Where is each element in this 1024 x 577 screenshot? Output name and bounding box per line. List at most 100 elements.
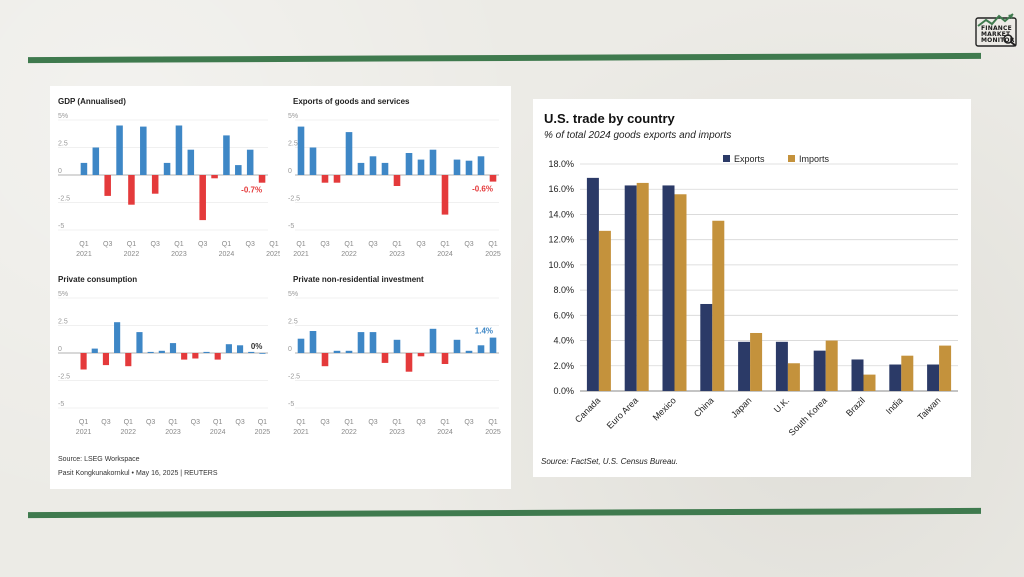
bar [477, 345, 485, 353]
legend-swatch [788, 155, 795, 162]
bar-imports [712, 220, 725, 391]
bar-exports [813, 350, 826, 391]
y-tick-label: -2.5 [58, 374, 70, 381]
y-tick-label: 0 [58, 346, 62, 353]
bar [175, 125, 183, 175]
legend-label: Exports [734, 154, 765, 164]
x-year-label: 2023 [165, 429, 181, 436]
x-year-label: 2023 [389, 251, 405, 258]
bar [417, 159, 425, 175]
exports-chart: 5% 2.5 0 -2.5 -5 -0.6% Q1 Q3 Q1 Q3 Q1 Q3 Q1 Q3 Q1 2021 2… [288, 113, 501, 258]
mini-chart-title: Private non-residential investment [293, 275, 424, 284]
bar [114, 322, 121, 353]
bar [429, 149, 437, 175]
y-tick-label: 4.0% [553, 336, 574, 346]
bar [116, 125, 123, 175]
x-tick-label: China [692, 395, 716, 419]
bar [489, 337, 497, 353]
x-tick-label: Taiwan [916, 395, 943, 422]
bar-imports [750, 332, 763, 391]
bar [102, 353, 110, 366]
bar [181, 353, 188, 360]
x-tick-label: Q1 [79, 419, 88, 426]
bar [489, 175, 497, 182]
y-tick-label: 2.5 [288, 319, 298, 326]
bar [393, 339, 401, 353]
bar [369, 156, 377, 175]
x-tick-label: Q1 [269, 241, 278, 248]
logo-line-2: MARKET [981, 31, 1011, 38]
x-tick-label: Q1 [296, 241, 305, 248]
x-tick-label: Q3 [464, 419, 473, 426]
bar [441, 175, 449, 215]
x-tick-label: Q1 [168, 419, 177, 426]
x-year-label: 2025 [485, 429, 501, 436]
x-tick-label: Q3 [103, 241, 112, 248]
y-tick-label: 16.0% [548, 184, 574, 194]
bar-exports [889, 364, 902, 391]
bar [136, 332, 143, 353]
mini-chart-title: GDP (Annualised) [58, 97, 126, 106]
x-year-label: 2025 [266, 251, 280, 258]
bar-exports [738, 341, 751, 391]
x-tick-label: Q1 [124, 419, 133, 426]
bar [80, 353, 87, 370]
bar [125, 353, 132, 367]
consumption-chart: 5% 2.5 0 -2.5 -5 0% Q1 Q3 Q1 Q3 Q1 Q3 Q1 Q3 Q1 2021 2022… [58, 291, 270, 436]
bar [321, 175, 329, 183]
x-tick-label: Q1 [392, 241, 401, 248]
mini-chart-title: Exports of goods and services [293, 97, 410, 106]
x-year-label: 2021 [76, 251, 92, 258]
bar [140, 126, 147, 175]
x-tick-label: Q3 [368, 419, 377, 426]
y-tick-label: 0.0% [553, 386, 574, 396]
bar-imports [825, 340, 838, 391]
bar-exports [662, 185, 675, 391]
bar [169, 343, 177, 353]
y-tick-label: 5% [58, 291, 68, 298]
y-tick-label: -5 [58, 223, 64, 230]
y-tick-label: 2.0% [553, 361, 574, 371]
x-tick-label: Q3 [146, 419, 155, 426]
bar [345, 350, 353, 353]
x-year-label: 2023 [389, 429, 405, 436]
x-tick-label: Q3 [235, 419, 244, 426]
x-tick-label: Q1 [127, 241, 136, 248]
bar [203, 351, 210, 353]
chart-title: U.S. trade by country [544, 111, 675, 126]
bar-imports [636, 182, 649, 391]
bar [199, 175, 206, 221]
value-label: 1.4% [475, 327, 493, 336]
bar-exports [927, 364, 940, 391]
x-tick-label: U.K. [772, 395, 791, 414]
source-note: Source: FactSet, U.S. Census Bureau. [541, 457, 678, 466]
x-tick-label: Q1 [79, 241, 88, 248]
x-tick-label: Brazil [844, 395, 867, 418]
investment-chart: 5% 2.5 0 -2.5 -5 1.4% Q1 Q3 Q1 Q3 Q1 Q3 Q1 Q3 Q1 2021 20… [288, 291, 501, 436]
x-tick-label: Q3 [368, 241, 377, 248]
bar [225, 344, 232, 353]
x-year-label: 2022 [124, 251, 140, 258]
bar-imports [598, 230, 611, 391]
value-label: 0% [251, 342, 263, 351]
bar [309, 147, 317, 175]
x-year-label: 2021 [76, 429, 92, 436]
bar [163, 162, 171, 175]
bar-imports [674, 194, 687, 391]
y-tick-label: 10.0% [548, 260, 574, 270]
x-tick-label: Q1 [344, 419, 353, 426]
x-tick-label: Q1 [258, 419, 267, 426]
reuters-chart-panel: GDP (Annualised) Exports of goods and se… [50, 86, 511, 489]
value-label: -0.7% [241, 186, 262, 195]
bar [248, 351, 255, 353]
bar [333, 175, 341, 183]
bar [441, 353, 449, 364]
x-tick-label: Q3 [101, 419, 110, 426]
y-tick-label: 2.5 [58, 141, 68, 148]
bar [465, 160, 473, 175]
bar [259, 353, 266, 354]
y-tick-label: 18.0% [548, 159, 574, 169]
bar [151, 175, 159, 194]
bar [429, 328, 437, 353]
x-tick-label: Q1 [488, 241, 497, 248]
